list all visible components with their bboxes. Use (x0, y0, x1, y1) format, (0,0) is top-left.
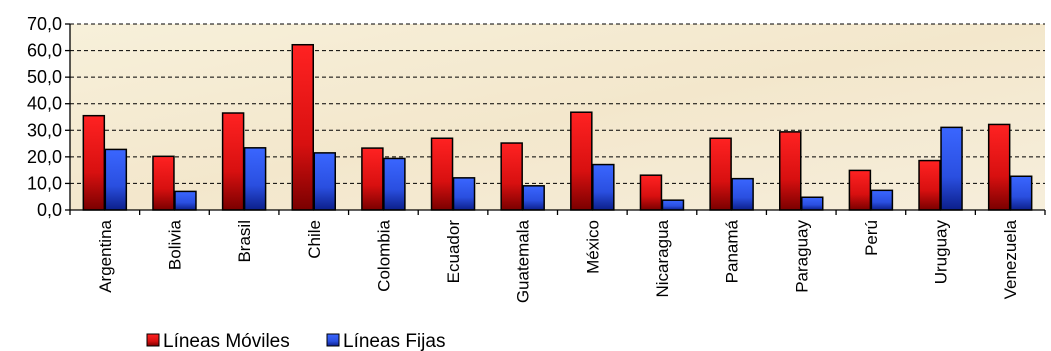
y-tick-label: 20,0 (27, 147, 62, 167)
bar-moviles-3 (291, 43, 314, 211)
bar-fijas-7 (592, 163, 615, 211)
y-tick-label: 60,0 (27, 41, 62, 61)
category-label-7: México (583, 220, 602, 274)
category-label-9: Panamá (723, 219, 742, 283)
category-label-4: Colombia (374, 219, 393, 291)
bar-fijas-8 (661, 199, 685, 211)
bar-fijas-10 (801, 196, 824, 211)
legend: Líneas Móviles Líneas Fijas (146, 331, 445, 351)
category-label-1: Bolivia (165, 219, 184, 270)
bar-fijas-9 (731, 177, 754, 211)
y-tick-label: 30,0 (27, 120, 62, 140)
axes (65, 23, 1046, 215)
bar-moviles-4 (361, 147, 384, 211)
bar-fijas-1 (174, 190, 197, 211)
bar-moviles-5 (430, 137, 454, 211)
y-tick-label: 50,0 (27, 67, 62, 87)
y-tick-label: 70,0 (27, 14, 62, 34)
category-label-12: Uruguay (932, 220, 951, 285)
bar-moviles-1 (152, 155, 175, 211)
bar-moviles-12 (918, 159, 941, 211)
bar-fijas-4 (383, 157, 406, 211)
bar-fijas-13 (1009, 175, 1033, 211)
y-tick-label: 40,0 (27, 94, 62, 114)
y-axis-tick-labels: 0,0 10,0 20,0 30,0 40,0 50,0 60,0 70,0 (27, 14, 62, 220)
bar-fijas-6 (522, 185, 545, 211)
bar-moviles-6 (500, 142, 523, 211)
bar-moviles-2 (221, 112, 245, 211)
category-label-5: Ecuador (444, 220, 463, 284)
legend-label-fijas: Líneas Fijas (343, 331, 445, 351)
category-label-8: Nicaragua (653, 219, 672, 297)
category-label-3: Chile (305, 220, 324, 259)
x-axis-category-labels: Argentina Bolivia Brasil Chile Colombia Ecuad… (96, 219, 1020, 303)
bar-moviles-7 (570, 111, 593, 211)
bar-fijas-2 (243, 147, 267, 211)
bar-moviles-10 (779, 131, 802, 211)
bars (82, 43, 1033, 211)
category-label-10: Paraguay (792, 220, 811, 293)
category-label-2: Brasil (235, 220, 254, 263)
legend-swatch-fijas (326, 333, 340, 347)
legend-label-moviles: Líneas Móviles (163, 331, 290, 351)
category-label-11: Perú (862, 220, 881, 256)
category-label-13: Venezuela (1001, 219, 1020, 299)
legend-swatch-moviles (146, 333, 160, 347)
category-label-0: Argentina (96, 219, 115, 292)
bar-moviles-13 (987, 123, 1011, 211)
bar-moviles-11 (848, 169, 872, 211)
bar-moviles-9 (709, 137, 732, 211)
bar-fijas-5 (452, 177, 476, 211)
bar-fijas-3 (313, 152, 336, 211)
bar-fijas-11 (870, 189, 894, 211)
y-tick-label: 0,0 (37, 200, 62, 220)
plot-area-background (70, 24, 1045, 210)
y-tick-label: 10,0 (27, 173, 62, 193)
bar-moviles-0 (82, 114, 106, 211)
category-label-6: Guatemala (514, 219, 533, 303)
bar-fijas-12 (940, 126, 963, 211)
bar-moviles-8 (639, 174, 663, 211)
bar-fijas-0 (104, 148, 128, 211)
